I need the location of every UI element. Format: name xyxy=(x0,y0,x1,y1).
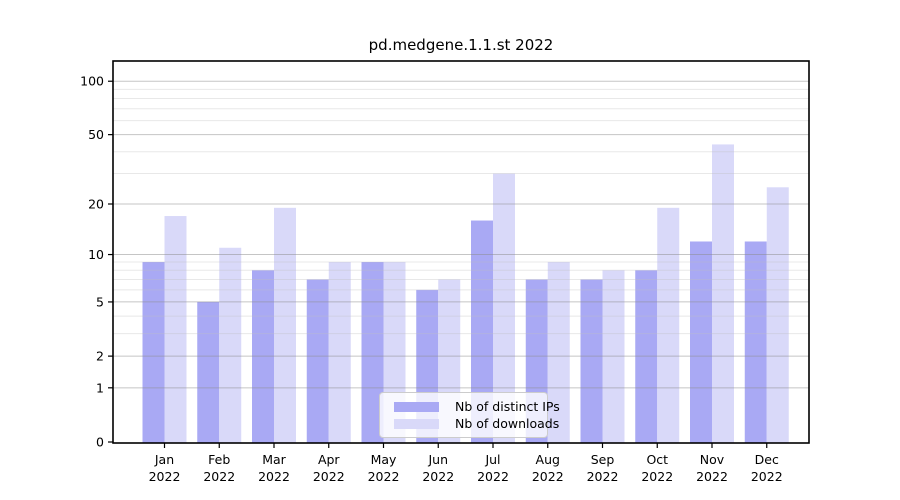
x-tick-label-dec: Dec xyxy=(755,452,779,467)
bar-distinct-ips-jan xyxy=(142,262,165,443)
bar-downloads-jul xyxy=(493,173,515,443)
legend: Nb of distinct IPs Nb of downloads xyxy=(379,392,560,438)
y-tick-label-50: 50 xyxy=(88,127,104,142)
x-tick-label-mar: Mar xyxy=(262,452,286,467)
x-tick-label-sep: Sep xyxy=(591,452,615,467)
x-tick-year-may: 2022 xyxy=(368,469,400,484)
legend-row-downloads: Nb of downloads xyxy=(394,415,559,432)
x-tick-label-nov: Nov xyxy=(700,452,725,467)
x-tick-year-oct: 2022 xyxy=(641,469,673,484)
y-tick-label-0: 0 xyxy=(96,435,104,450)
axes-box xyxy=(112,60,810,444)
bar-downloads-mar xyxy=(274,207,296,443)
legend-swatch-distinct-ips xyxy=(394,401,439,412)
x-tick-year-nov: 2022 xyxy=(696,469,728,484)
bar-distinct-ips-feb xyxy=(197,301,220,443)
x-tick-label-jun: Jun xyxy=(427,452,448,467)
x-tick-label-feb: Feb xyxy=(208,452,230,467)
x-tick-year-apr: 2022 xyxy=(313,469,345,484)
bar-downloads-aug xyxy=(547,262,570,443)
x-tick-year-sep: 2022 xyxy=(587,469,619,484)
bar-distinct-ips-dec xyxy=(744,241,767,443)
x-tick-label-jul: Jul xyxy=(484,452,500,467)
x-tick-year-jan: 2022 xyxy=(149,469,181,484)
legend-label-downloads: Nb of downloads xyxy=(455,416,560,431)
x-tick-label-aug: Aug xyxy=(536,452,560,467)
y-tick-label-2: 2 xyxy=(96,349,104,364)
x-tick-year-dec: 2022 xyxy=(751,469,783,484)
bar-distinct-ips-sep xyxy=(580,279,603,443)
x-tick-label-apr: Apr xyxy=(318,452,340,467)
y-tick-label-10: 10 xyxy=(88,247,104,262)
x-tick-year-jun: 2022 xyxy=(422,469,454,484)
bar-downloads-feb xyxy=(219,247,242,443)
bar-downloads-nov xyxy=(712,144,734,443)
bar-downloads-oct xyxy=(657,207,680,443)
x-tick-label-may: May xyxy=(371,452,397,467)
y-tick-label-20: 20 xyxy=(88,197,104,212)
x-tick-year-aug: 2022 xyxy=(532,469,564,484)
bar-downloads-apr xyxy=(328,262,351,443)
legend-label-distinct-ips: Nb of distinct IPs xyxy=(455,399,560,414)
bar-distinct-ips-may xyxy=(361,262,384,443)
legend-row-distinct-ips: Nb of distinct IPs xyxy=(394,398,560,415)
y-tick-label-100: 100 xyxy=(80,74,104,89)
bar-downloads-dec xyxy=(766,187,789,443)
legend-swatch-downloads xyxy=(394,418,439,429)
x-tick-label-oct: Oct xyxy=(646,452,668,467)
x-tick-year-mar: 2022 xyxy=(258,469,290,484)
y-tick-label-1: 1 xyxy=(96,380,104,395)
x-tick-year-jul: 2022 xyxy=(477,469,509,484)
chart-title: pd.medgene.1.1.st 2022 xyxy=(368,36,554,54)
x-tick-label-jan: Jan xyxy=(154,452,174,467)
x-tick-year-feb: 2022 xyxy=(203,469,235,484)
bar-distinct-ips-nov xyxy=(690,241,712,443)
y-tick-label-5: 5 xyxy=(96,294,104,309)
bar-downloads-jan xyxy=(164,216,187,443)
bar-distinct-ips-apr xyxy=(306,279,329,443)
